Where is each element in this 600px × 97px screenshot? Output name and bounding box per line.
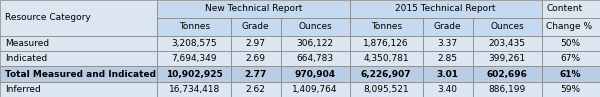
Text: Total Measured and Indicated: Total Measured and Indicated (5, 70, 156, 79)
Text: 306,122: 306,122 (296, 39, 334, 48)
Text: 6,226,907: 6,226,907 (361, 70, 412, 79)
Bar (0, 36, 157, 51)
Text: 664,783: 664,783 (296, 54, 334, 63)
Bar (423, 82, 473, 97)
Text: 2.69: 2.69 (246, 54, 266, 63)
Text: 67%: 67% (560, 54, 581, 63)
Text: 2.85: 2.85 (438, 54, 458, 63)
Text: 7,694,349: 7,694,349 (172, 54, 217, 63)
Text: 2.97: 2.97 (246, 39, 266, 48)
Text: Indicated: Indicated (5, 54, 47, 63)
Text: 50%: 50% (560, 39, 581, 48)
Bar (349, 0, 542, 18)
Text: New Technical Report: New Technical Report (205, 4, 302, 13)
Text: Tonnes: Tonnes (371, 22, 402, 31)
Text: Ounces: Ounces (490, 22, 524, 31)
Bar (473, 82, 542, 97)
Text: 61%: 61% (560, 70, 581, 79)
Bar (542, 51, 600, 66)
Bar (542, 66, 600, 82)
Bar (231, 36, 281, 51)
Text: Tonnes: Tonnes (179, 22, 210, 31)
Text: Content: Content (547, 4, 583, 13)
Bar (349, 36, 423, 51)
Text: 602,696: 602,696 (487, 70, 527, 79)
Text: Grade: Grade (242, 22, 269, 31)
Bar (281, 18, 349, 36)
Bar (0, 0, 157, 36)
Bar (231, 18, 281, 36)
Text: Grade: Grade (434, 22, 461, 31)
Text: 886,199: 886,199 (488, 85, 526, 94)
Bar (281, 82, 349, 97)
Bar (423, 36, 473, 51)
Bar (349, 82, 423, 97)
Bar (157, 82, 231, 97)
Bar (423, 66, 473, 82)
Text: 1,876,126: 1,876,126 (364, 39, 409, 48)
Bar (349, 18, 423, 36)
Bar (423, 51, 473, 66)
Text: Measured: Measured (5, 39, 49, 48)
Text: 59%: 59% (560, 85, 581, 94)
Text: 203,435: 203,435 (488, 39, 526, 48)
Text: 3,208,575: 3,208,575 (172, 39, 217, 48)
Text: 399,261: 399,261 (488, 54, 526, 63)
Text: 8,095,521: 8,095,521 (364, 85, 409, 94)
Bar (157, 66, 231, 82)
Bar (542, 0, 600, 18)
Text: 10,902,925: 10,902,925 (166, 70, 223, 79)
Bar (542, 82, 600, 97)
Text: Ounces: Ounces (298, 22, 332, 31)
Bar (231, 51, 281, 66)
Bar (473, 36, 542, 51)
Bar (0, 82, 157, 97)
Text: 2015 Technical Report: 2015 Technical Report (395, 4, 496, 13)
Bar (349, 66, 423, 82)
Bar (157, 36, 231, 51)
Bar (157, 51, 231, 66)
Bar (473, 51, 542, 66)
Bar (0, 66, 157, 82)
Text: Resource Category: Resource Category (5, 13, 91, 22)
Text: 2.77: 2.77 (245, 70, 267, 79)
Bar (349, 51, 423, 66)
Bar (281, 51, 349, 66)
Bar (231, 82, 281, 97)
Text: 4,350,781: 4,350,781 (364, 54, 409, 63)
Text: 3.40: 3.40 (438, 85, 458, 94)
Bar (281, 36, 349, 51)
Text: 16,734,418: 16,734,418 (169, 85, 220, 94)
Text: 3.37: 3.37 (437, 39, 458, 48)
Bar (231, 66, 281, 82)
Bar (281, 66, 349, 82)
Bar (542, 18, 600, 36)
Text: Change %: Change % (547, 22, 592, 31)
Text: 970,904: 970,904 (295, 70, 335, 79)
Bar (473, 66, 542, 82)
Text: Inferred: Inferred (5, 85, 41, 94)
Bar (473, 18, 542, 36)
Bar (542, 36, 600, 51)
Bar (157, 0, 349, 18)
Bar (423, 18, 473, 36)
Text: 3.01: 3.01 (437, 70, 459, 79)
Text: 1,409,764: 1,409,764 (292, 85, 338, 94)
Bar (0, 51, 157, 66)
Text: 2.62: 2.62 (246, 85, 266, 94)
Bar (157, 18, 231, 36)
